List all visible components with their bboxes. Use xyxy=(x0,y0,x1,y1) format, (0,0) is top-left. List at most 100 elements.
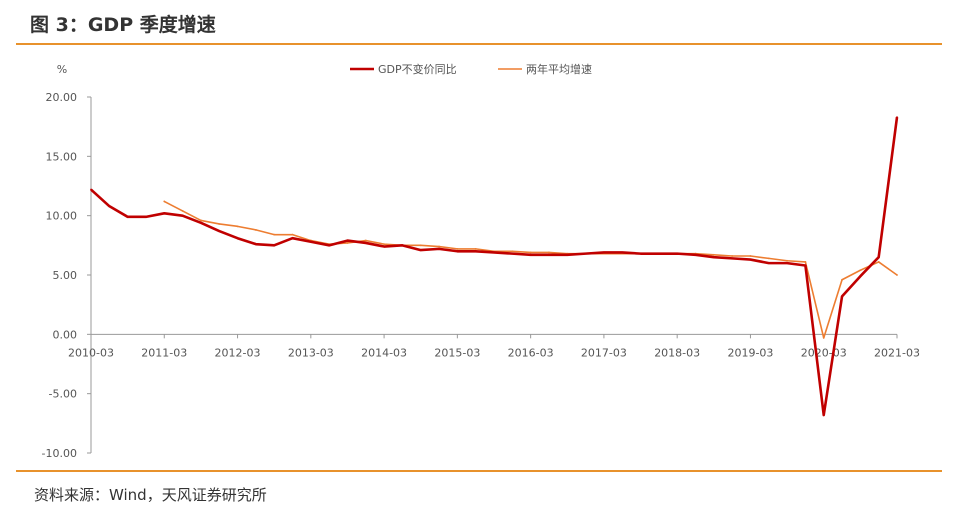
data-point xyxy=(749,258,752,261)
data-point xyxy=(511,250,514,253)
data-point xyxy=(383,245,385,248)
data-point xyxy=(254,229,257,231)
data-point xyxy=(438,245,440,248)
data-point xyxy=(181,210,184,212)
data-point xyxy=(126,215,129,218)
legend: GDP不变价同比 两年平均增速 xyxy=(350,62,592,76)
data-point xyxy=(804,264,807,267)
data-point xyxy=(90,188,92,191)
chart-axes: 20.00 15.00 10.00 5.00 0.00 -5.00 -10.00% 2010-… xyxy=(42,63,920,460)
data-point xyxy=(456,250,459,253)
data-point xyxy=(328,244,331,247)
data-point xyxy=(859,275,862,278)
series-layer xyxy=(90,116,899,417)
data-point xyxy=(493,251,495,254)
data-point xyxy=(236,237,239,240)
y-tick-label: -10.00 xyxy=(42,447,77,460)
data-point xyxy=(218,230,221,232)
data-point xyxy=(291,233,294,236)
data-point xyxy=(474,250,477,253)
data-point xyxy=(896,116,898,119)
x-tick-label: 2010-03 xyxy=(68,346,114,359)
data-point xyxy=(346,242,349,244)
data-point xyxy=(474,247,477,250)
data-point xyxy=(181,214,184,217)
y-tick-label: 10.00 xyxy=(46,210,78,223)
data-point xyxy=(401,244,404,247)
data-point xyxy=(145,215,147,218)
data-point xyxy=(273,233,276,236)
series-line-1 xyxy=(90,117,899,417)
data-point xyxy=(841,278,843,281)
data-point xyxy=(584,252,587,255)
data-point xyxy=(548,253,550,256)
data-point xyxy=(108,205,111,208)
data-point xyxy=(731,257,734,260)
x-tick-label: 2018-03 xyxy=(654,346,700,359)
x-tick-label: 2012-03 xyxy=(215,346,261,359)
data-point xyxy=(163,212,166,215)
x-tick-label: 2016-03 xyxy=(508,346,554,359)
data-point xyxy=(273,244,276,247)
data-point xyxy=(786,259,788,262)
x-tick-label: 2017-03 xyxy=(581,346,627,359)
data-point xyxy=(419,249,422,251)
data-point xyxy=(896,274,898,276)
data-point xyxy=(309,240,312,243)
source-note: 资料来源：Wind，天风证券研究所 xyxy=(34,486,267,504)
y-axis-unit: % xyxy=(57,63,67,76)
data-point xyxy=(621,251,624,254)
y-tick-label: 15.00 xyxy=(46,150,78,163)
x-tick-label: 2013-03 xyxy=(288,346,334,359)
data-point xyxy=(822,414,825,416)
data-point xyxy=(511,252,514,255)
data-point xyxy=(419,244,422,247)
data-point xyxy=(456,247,459,250)
x-tick-label: 2021-03 xyxy=(874,346,920,359)
data-point xyxy=(346,239,349,242)
data-point xyxy=(291,237,294,240)
data-point xyxy=(548,251,550,254)
x-tick-label: 2011-03 xyxy=(141,346,187,359)
y-tick-label: 0.00 xyxy=(53,328,78,341)
y-tick-label: -5.00 xyxy=(49,388,77,401)
data-point xyxy=(438,247,440,250)
data-point xyxy=(822,336,825,339)
series-line-2 xyxy=(163,200,898,339)
x-tick-label: 2019-03 xyxy=(727,346,773,359)
x-tick-label: 2014-03 xyxy=(361,346,407,359)
legend-label-2: 两年平均增速 xyxy=(526,62,592,76)
legend-label-1: GDP不变价同比 xyxy=(378,62,457,76)
data-point xyxy=(841,295,843,298)
data-point xyxy=(749,255,752,257)
y-tick-label: 20.00 xyxy=(46,91,78,104)
data-point xyxy=(767,262,770,265)
data-point xyxy=(200,219,202,222)
data-point xyxy=(639,252,642,255)
data-point xyxy=(218,223,221,225)
data-point xyxy=(254,243,257,246)
data-point xyxy=(163,200,166,203)
x-tick-label: 2020-03 xyxy=(801,346,847,359)
data-point xyxy=(804,261,807,263)
data-point xyxy=(236,225,239,228)
data-point xyxy=(657,252,660,255)
data-point xyxy=(712,256,715,259)
gdp-line-chart: 20.00 15.00 10.00 5.00 0.00 -5.00 -10.00% 2010-… xyxy=(42,62,920,460)
data-point xyxy=(786,262,788,265)
data-point xyxy=(877,256,880,259)
data-point xyxy=(383,243,385,246)
data-point xyxy=(364,242,367,244)
x-tick-label: 2015-03 xyxy=(434,346,480,359)
data-point xyxy=(712,253,715,256)
figure-title: 图 3：GDP 季度增速 xyxy=(30,14,216,36)
data-point xyxy=(603,251,605,254)
data-point xyxy=(676,252,679,255)
data-point xyxy=(200,221,202,224)
data-point xyxy=(767,257,770,260)
top-rule xyxy=(16,43,942,45)
data-point xyxy=(877,261,880,263)
data-point xyxy=(859,269,862,272)
bottom-rule xyxy=(16,470,942,472)
data-point xyxy=(529,251,532,254)
